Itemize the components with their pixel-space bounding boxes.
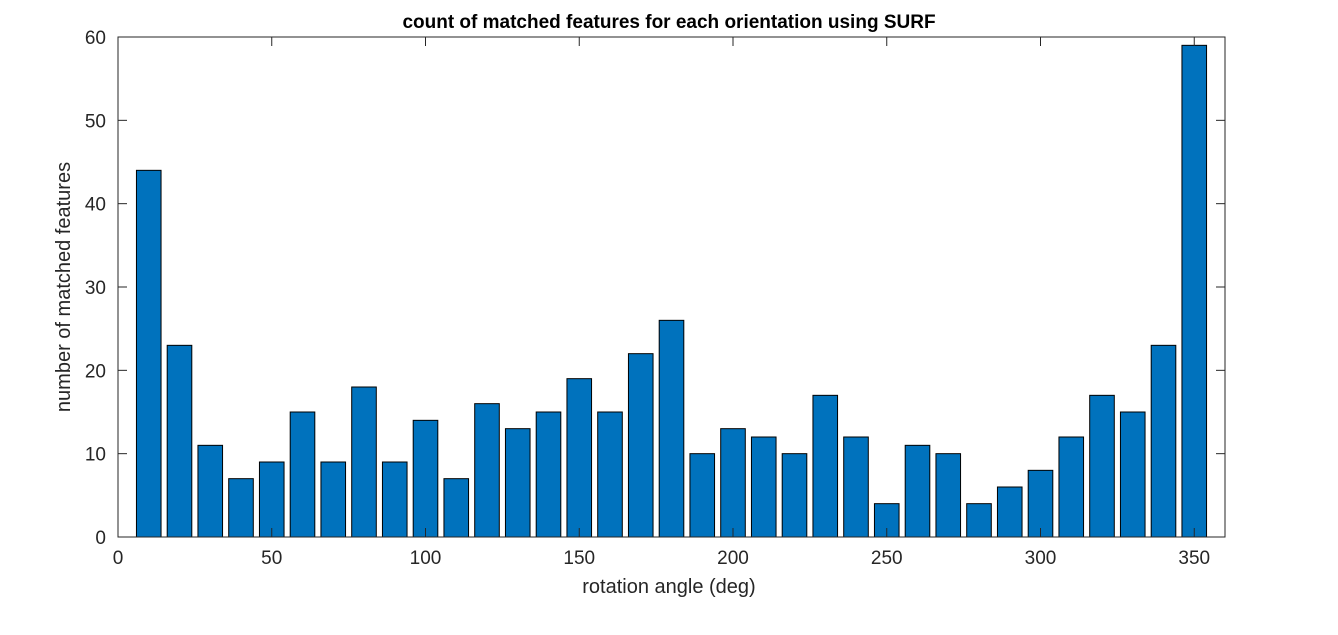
x-tick-label: 200 [717,548,749,569]
bar-110 [443,478,470,538]
x-tick-label: 50 [261,548,282,569]
bar-170 [627,353,654,538]
bar-20 [166,344,193,538]
bar-120 [474,403,500,538]
bar-100 [412,419,439,538]
y-tick-label: 50 [85,111,106,132]
y-tick-label: 60 [85,28,106,49]
bar-160 [597,411,623,538]
bar-150 [566,378,593,538]
y-tick-label: 0 [95,528,106,549]
bar-210 [750,436,777,538]
bar-300 [1027,469,1054,538]
bar-320 [1089,394,1115,538]
bar-350 [1181,44,1208,538]
bar-50 [258,461,285,538]
bar-270 [935,453,962,538]
bar-220 [781,453,808,538]
bar-90 [381,461,408,538]
bar-180 [658,319,685,538]
bar-10 [135,169,162,538]
bar-60 [289,411,316,538]
x-tick-label: 250 [871,548,903,569]
bar-130 [504,428,531,538]
bar-260 [904,444,931,538]
bar-140 [535,411,562,538]
chart-title: count of matched features for each orien… [402,12,935,33]
y-tick-label: 30 [85,278,106,299]
bar-230 [812,394,839,538]
bar-40 [228,478,254,538]
bar-330 [1119,411,1146,538]
bar-190 [689,453,716,538]
bars-group [135,44,1208,538]
bar-70 [320,461,347,538]
axis-ticks: 0 50 100 150 200 250 300 350 0 10 20 30 40 50 60 [85,28,1225,569]
x-tick-label: 150 [563,548,595,569]
y-tick-label: 20 [85,361,106,382]
x-tick-label: 100 [410,548,442,569]
y-tick-label: 10 [85,445,106,466]
bar-30 [197,444,224,538]
x-tick-label: 300 [1025,548,1057,569]
bar-240 [843,436,869,538]
x-axis-label: rotation angle (deg) [582,576,755,598]
bar-280 [966,503,992,538]
bar-290 [996,486,1023,538]
x-tick-label: 350 [1178,548,1210,569]
bar-340 [1150,344,1177,538]
bar-80 [351,386,377,538]
bar-310 [1058,436,1085,538]
y-tick-label: 40 [85,195,106,216]
bar-200 [720,428,746,538]
x-tick-label: 0 [113,548,124,569]
y-axis-label: number of matched features [53,162,75,412]
